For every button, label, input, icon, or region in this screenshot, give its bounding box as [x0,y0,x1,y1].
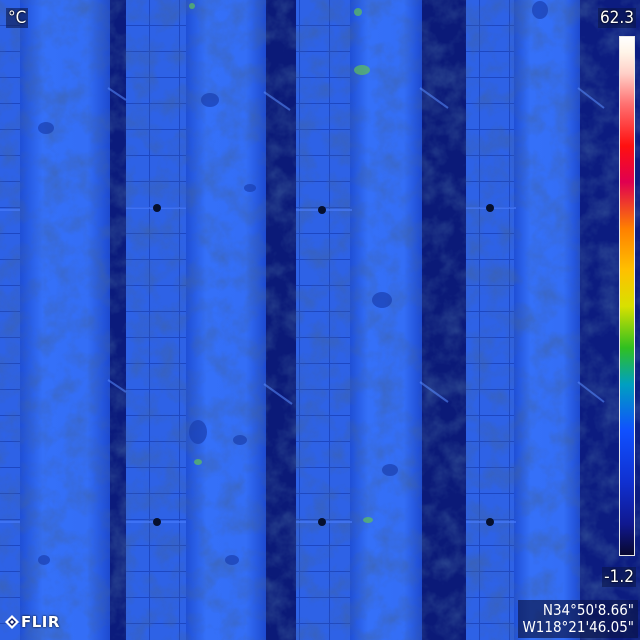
bracket-bolt [153,204,161,212]
bracket-bolt [318,206,326,214]
bracket-bolt [318,518,326,526]
temperature-unit-label: °C [6,8,29,28]
flir-logo-text: FLIR [21,613,60,631]
hot-spot [354,65,370,75]
bracket-bolt [153,518,161,526]
max-temperature-label: 62.3 [597,8,636,28]
hot-spot [194,459,202,465]
gps-latitude: N34°50'8.66" [542,601,634,619]
bracket-bolt [486,518,494,526]
gps-longitude: W118°21'46.05" [522,618,634,636]
hot-spot [354,8,362,16]
min-temperature-label: -1.2 [602,567,636,587]
bracket-bolt [486,204,494,212]
flir-logo: FLIR [5,613,60,631]
hot-spot [189,3,195,9]
flir-logo-icon [5,615,19,629]
temperature-color-scale [619,36,635,556]
gps-coordinates: N34°50'8.66" W118°21'46.05" [518,600,638,638]
hot-spot [363,517,373,523]
